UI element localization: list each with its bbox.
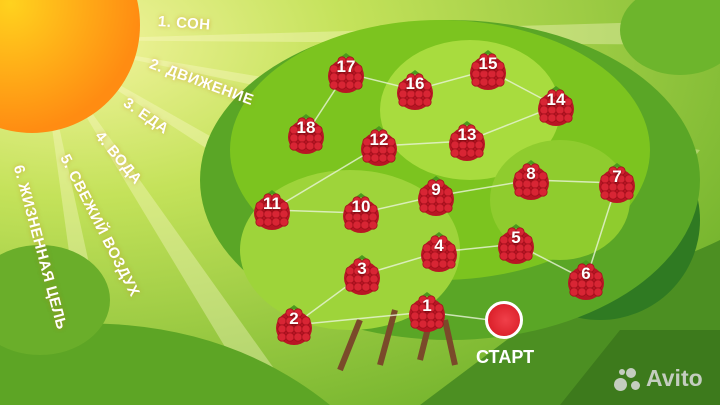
berry-18[interactable]: 18 (284, 112, 328, 156)
berry-4[interactable]: 4 (417, 230, 461, 274)
raspberry-icon (568, 260, 604, 300)
berry-number: 1 (422, 296, 432, 315)
raspberry-icon (343, 193, 379, 233)
berry-number: 9 (431, 180, 441, 199)
raspberry-icon (449, 121, 485, 161)
berry-5[interactable]: 5 (494, 222, 538, 266)
start-label: СТАРТ (476, 347, 535, 367)
berry-number: 5 (511, 228, 521, 247)
berry-number: 2 (289, 309, 299, 328)
berry-number: 14 (546, 90, 566, 109)
berry-14[interactable]: 14 (534, 84, 578, 128)
raspberry-icon (513, 160, 549, 200)
raspberry-icon (498, 224, 534, 264)
berry-number: 7 (612, 167, 622, 186)
raspberry-icon (288, 114, 324, 154)
berry-3[interactable]: 3 (340, 253, 384, 297)
raspberry-icon (599, 163, 635, 203)
berry-1[interactable]: 1 (405, 290, 449, 334)
berry-number: 10 (351, 197, 371, 216)
raspberry-icon (409, 292, 445, 332)
berry-9[interactable]: 9 (414, 174, 458, 218)
berry-17[interactable]: 17 (324, 51, 368, 95)
raspberry-icon (397, 70, 433, 110)
berry-15[interactable]: 15 (466, 48, 510, 92)
berry-number: 6 (581, 264, 591, 283)
berry-11[interactable]: 11 (250, 188, 294, 232)
start-button[interactable] (485, 301, 523, 339)
watermark-text: Avito (646, 365, 703, 391)
raspberry-icon (254, 190, 290, 230)
avito-watermark: Avito (614, 365, 703, 392)
raspberry-icon (344, 255, 380, 295)
berry-13[interactable]: 13 (445, 119, 489, 163)
ray-label: 1. СОН (157, 13, 212, 34)
berry-number: 4 (434, 236, 444, 255)
berry-number: 8 (526, 164, 536, 183)
avito-logo-icon (614, 366, 642, 392)
berry-number: 17 (336, 57, 356, 76)
raspberry-icon (538, 86, 574, 126)
berry-6[interactable]: 6 (564, 258, 608, 302)
berry-number: 13 (457, 125, 477, 144)
raspberry-icon (418, 176, 454, 216)
berry-number: 15 (478, 54, 498, 73)
berry-number: 16 (405, 74, 425, 93)
berry-12[interactable]: 12 (357, 124, 401, 168)
berry-number: 11 (263, 194, 281, 213)
raspberry-icon (328, 53, 364, 93)
berry-number: 3 (357, 259, 367, 278)
raspberry-icon (470, 50, 506, 90)
raspberry-icon (421, 232, 457, 272)
berry-16[interactable]: 16 (393, 68, 437, 112)
berry-10[interactable]: 10 (339, 191, 383, 235)
raspberry-icon (361, 126, 397, 166)
berry-8[interactable]: 8 (509, 158, 553, 202)
raspberry-icon (276, 305, 312, 345)
berry-2[interactable]: 2 (272, 303, 316, 347)
berry-7[interactable]: 7 (595, 161, 639, 205)
berry-number: 18 (296, 118, 316, 137)
berry-number: 12 (369, 130, 389, 149)
